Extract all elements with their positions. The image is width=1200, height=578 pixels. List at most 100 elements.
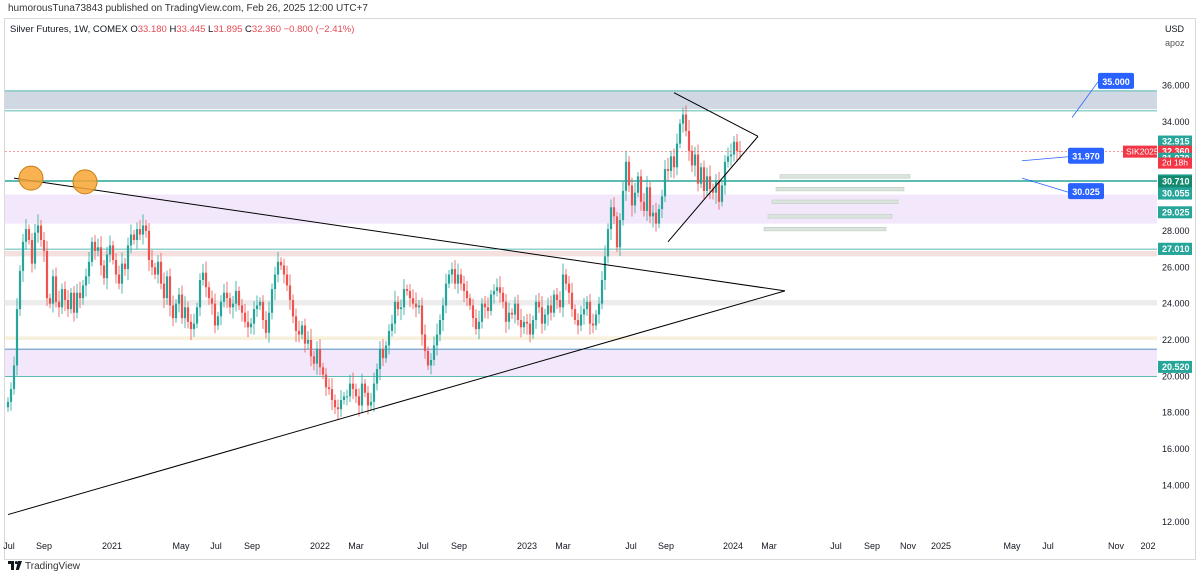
candle-body	[84, 276, 88, 286]
callout-box	[1068, 147, 1104, 164]
candle-body	[321, 367, 325, 375]
candle-body	[282, 265, 286, 275]
candle-body	[267, 312, 271, 333]
candle-body	[240, 305, 244, 313]
candle-body	[603, 256, 607, 280]
candle-body	[201, 272, 205, 280]
legend-high-label: H	[169, 24, 177, 35]
symbol-tag: SIK2025	[1126, 147, 1159, 157]
candle-body	[57, 301, 61, 308]
y-tick-label: 26.000	[1162, 262, 1190, 272]
callout-connector	[1021, 177, 1069, 193]
candle-body	[225, 292, 229, 299]
x-tick-label: Mar	[555, 541, 571, 551]
candle-body	[396, 301, 400, 310]
legend-high: 33.445	[176, 24, 206, 35]
candle-body	[513, 303, 517, 315]
x-tick-label: Jul	[417, 541, 429, 551]
legend-open: 33.180	[137, 24, 167, 35]
candle-body	[645, 187, 649, 211]
candle-body	[333, 400, 337, 408]
candle-body	[117, 274, 121, 284]
candle-body	[357, 396, 361, 406]
candle-body	[285, 274, 289, 286]
callout-box	[1098, 72, 1134, 89]
candle-body	[60, 289, 64, 308]
candle-body	[708, 176, 712, 190]
candle-body	[687, 130, 691, 151]
candle-body	[519, 320, 523, 328]
tradingview-logo-icon	[8, 561, 22, 570]
trendline	[13, 177, 786, 292]
candle-body	[453, 269, 457, 284]
x-tick-label: 2023	[517, 541, 537, 551]
candle-body	[348, 383, 352, 397]
price-axis-label: 32.915	[1162, 137, 1190, 147]
legend-close-label: C	[245, 24, 252, 35]
candle-body	[375, 369, 379, 384]
countdown-bg	[1158, 157, 1192, 169]
candle-body	[459, 274, 463, 284]
legend-open-label: O	[130, 24, 138, 35]
candle-body	[228, 298, 232, 308]
candle-body	[210, 298, 214, 304]
candle-body	[360, 383, 364, 406]
candle-body	[21, 241, 25, 271]
candle-body	[132, 234, 136, 240]
x-tick-label: 202	[1140, 541, 1155, 551]
legend-title: Silver Futures, 1W, COMEX	[10, 24, 128, 35]
candle-body	[315, 349, 319, 364]
candle-body	[216, 316, 220, 326]
candle-body	[171, 305, 175, 319]
candle-body	[195, 307, 199, 324]
candle-body	[579, 314, 583, 326]
candle-body	[63, 289, 67, 300]
legend-low: 31.895	[213, 24, 243, 35]
candle-body	[366, 392, 370, 406]
x-tick-label: Sep	[244, 541, 260, 551]
candle-body	[312, 356, 316, 364]
candle-body	[213, 303, 217, 326]
candle-body	[138, 229, 142, 235]
candle-body	[150, 260, 154, 268]
legend-low-label: L	[208, 24, 214, 35]
zone-band	[5, 349, 1157, 377]
candle-body	[720, 185, 724, 202]
candle-body	[51, 276, 55, 304]
candle-body	[255, 305, 259, 310]
candle-body	[471, 305, 475, 319]
candle-body	[711, 189, 715, 193]
candle-body	[549, 305, 553, 313]
candle-body	[435, 334, 439, 346]
candle-body	[468, 298, 472, 306]
zone-band	[5, 336, 1157, 340]
candle-body	[588, 301, 592, 324]
candle-body	[159, 261, 163, 284]
candle-body	[450, 269, 454, 275]
candle-body	[492, 290, 496, 295]
candle-body	[648, 187, 652, 217]
candle-body	[417, 305, 421, 308]
candle-body	[291, 300, 295, 317]
candle-body	[297, 330, 301, 335]
candle-body	[177, 294, 181, 304]
candle-body	[288, 285, 292, 300]
candle-body	[624, 161, 628, 191]
candle-body	[537, 301, 541, 308]
candle-body	[96, 247, 100, 251]
candle-body	[183, 307, 187, 319]
candle-body	[582, 309, 586, 315]
candle-body	[678, 123, 682, 144]
candle-body	[705, 176, 709, 191]
x-tick-label: 2022	[310, 541, 330, 551]
candle-body	[456, 274, 460, 284]
x-tick-label: Nov	[900, 541, 917, 551]
candle-body	[327, 387, 331, 390]
legend-change: −0.800 (−2.41%)	[283, 24, 355, 35]
price-axis-label-bg	[1158, 360, 1192, 373]
currency-label[interactable]: USD	[1165, 24, 1185, 34]
candle-body	[465, 290, 469, 299]
scale-mode-label[interactable]: apoz	[1165, 38, 1185, 48]
candle-body	[330, 389, 334, 400]
